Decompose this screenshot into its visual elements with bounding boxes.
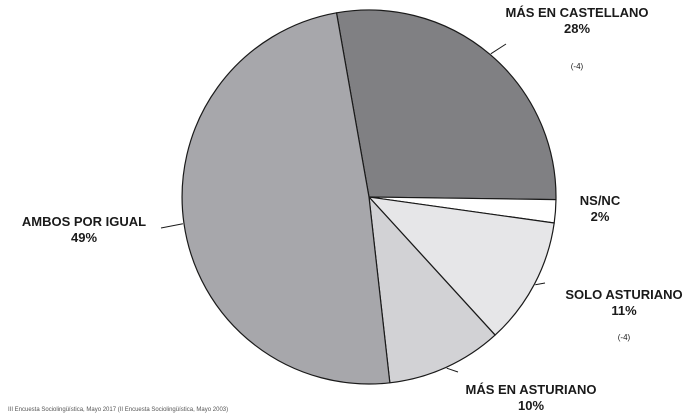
slice-label-mas-en-asturiano: MÁS EN ASTURIANO	[466, 382, 597, 397]
slice-note-mas-en-castellano: (-4)	[571, 62, 584, 71]
pie-slices	[181, 9, 557, 385]
leader-line-mas-en-asturiano	[446, 367, 459, 373]
slice-percent-ambos-por-igual: 49%	[71, 230, 97, 245]
leader-line-ambos-por-igual	[160, 223, 183, 229]
slice-percent-ns-nc: 2%	[591, 209, 610, 224]
slice-note-solo-asturiano: (-4)	[618, 333, 631, 342]
slice-ambos-por-igual	[181, 12, 391, 385]
slice-percent-mas-en-asturiano: 10%	[518, 398, 544, 413]
source-note: III Encuesta Sociolingüística, Mayo 2017…	[8, 407, 228, 413]
slice-percent-mas-en-castellano: 28%	[564, 21, 590, 36]
slice-solo-asturiano	[368, 196, 555, 336]
slice-label-ambos-por-igual: AMBOS POR IGUAL	[22, 214, 146, 229]
slice-label-mas-en-castellano: MÁS EN CASTELLANO	[506, 5, 649, 20]
slice-mas-en-castellano	[335, 9, 557, 201]
slice-mas-en-asturiano	[368, 196, 496, 384]
leader-line-mas-en-castellano	[490, 43, 507, 55]
slice-percent-solo-asturiano: 11%	[611, 303, 637, 318]
leader-line-solo-asturiano	[535, 282, 546, 286]
leader-lines	[160, 43, 546, 373]
slice-label-solo-asturiano: SOLO ASTURIANO	[565, 287, 682, 302]
slice-label-ns-nc: NS/NC	[580, 193, 621, 208]
